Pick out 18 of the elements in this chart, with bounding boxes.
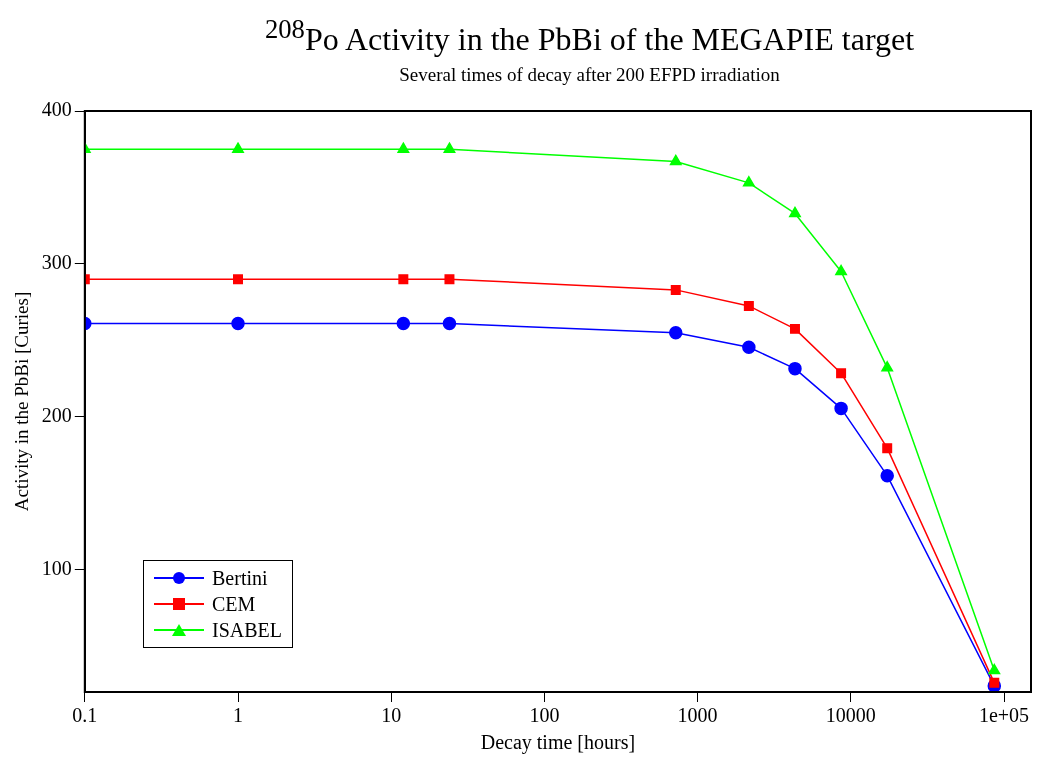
legend-label: CEM xyxy=(212,592,256,617)
x-tick-label: 10 xyxy=(381,704,402,727)
y-axis-title: Activity in the PbBi [Curies] xyxy=(11,291,33,512)
legend-label: Bertini xyxy=(212,566,268,591)
legend-label: ISABEL xyxy=(212,618,282,643)
y-tick-label: 300 xyxy=(41,251,72,274)
x-tick-label: 100 xyxy=(529,704,560,727)
x-tick-label: 0.1 xyxy=(72,704,98,727)
y-tick-label: 100 xyxy=(41,556,72,579)
chart-subtitle: Several times of decay after 200 EFPD irradiation xyxy=(398,64,781,86)
x-tick-label: 1e+05 xyxy=(978,704,1030,727)
x-tick-label: 1 xyxy=(233,704,243,727)
y-tick-label: 200 xyxy=(41,404,72,427)
x-tick-label: 1000 xyxy=(677,704,718,727)
x-tick-label: 10000 xyxy=(825,704,876,727)
y-tick-label: 400 xyxy=(41,98,72,121)
chart-title: $^{208}$Po Activity in the PbBi of the MEGAPIE target xyxy=(263,14,916,58)
x-axis-title: Decay time [hours] xyxy=(480,731,636,755)
